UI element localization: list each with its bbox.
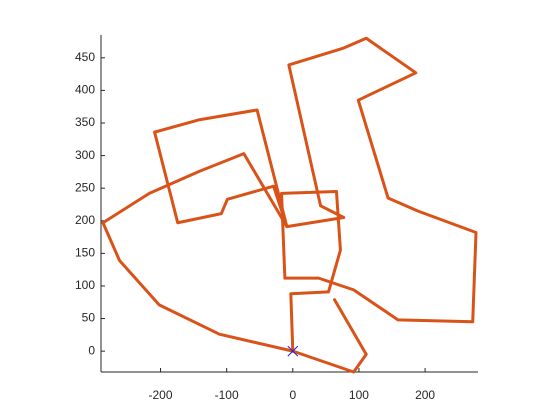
start-marker <box>287 345 299 357</box>
y-tick-label: 0 <box>88 343 95 357</box>
x-tick-label: 0 <box>289 388 296 402</box>
y-tick-label: 400 <box>75 83 95 97</box>
x-tick-label: -200 <box>149 388 173 402</box>
y-tick-label: 250 <box>75 180 95 194</box>
y-tick-label: 100 <box>75 278 95 292</box>
x-tick-label: 200 <box>415 388 435 402</box>
y-tick-label: 350 <box>75 115 95 129</box>
y-tick-label: 450 <box>75 50 95 64</box>
y-tick-label: 50 <box>82 311 96 325</box>
trajectory <box>101 36 478 374</box>
y-tick-label: 300 <box>75 148 95 162</box>
y-tick-label: 200 <box>75 213 95 227</box>
y-tick-label: 150 <box>75 246 95 260</box>
x-tick-label: -100 <box>215 388 239 402</box>
x-tick-label: 100 <box>349 388 369 402</box>
